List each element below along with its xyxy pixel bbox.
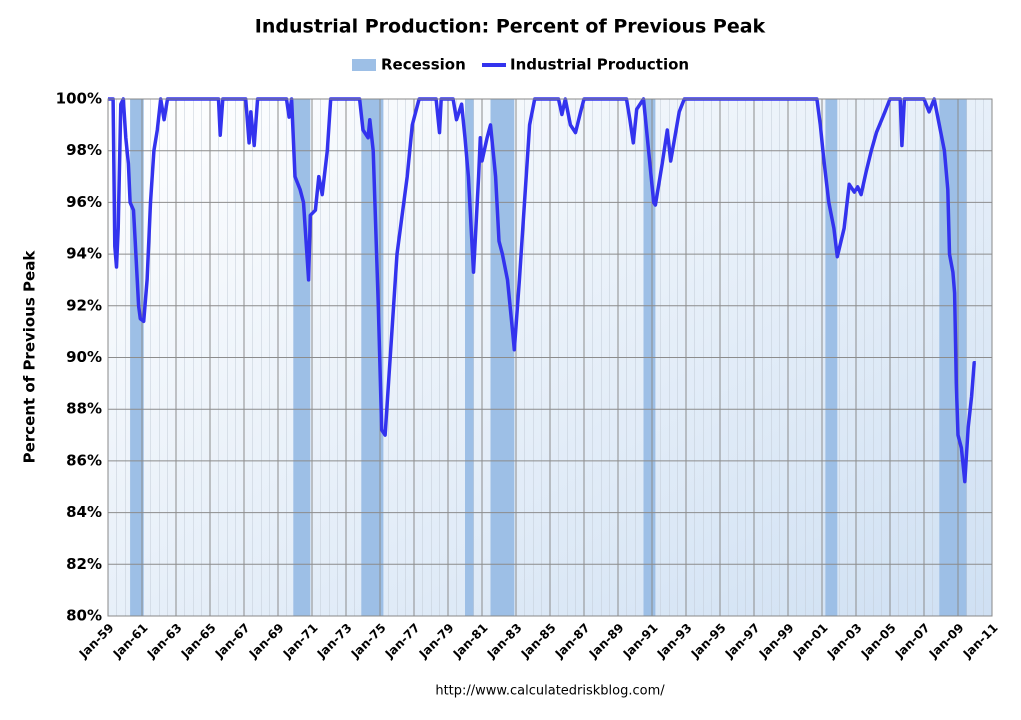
y-tick-label: 92% bbox=[66, 296, 102, 314]
x-tick-label: Jan-81 bbox=[450, 621, 491, 662]
y-tick-label: 86% bbox=[66, 451, 102, 469]
legend-label: Recession bbox=[381, 56, 466, 74]
x-tick-label: Jan-97 bbox=[722, 621, 763, 662]
x-tick-label: Jan-95 bbox=[688, 621, 729, 662]
x-tick-label: Jan-87 bbox=[552, 621, 593, 662]
x-tick-label: Jan-03 bbox=[824, 621, 865, 662]
y-tick-label: 88% bbox=[66, 400, 102, 418]
x-tick-label: Jan-79 bbox=[416, 621, 457, 662]
x-tick-label: Jan-71 bbox=[280, 621, 321, 662]
y-tick-label: 90% bbox=[66, 348, 102, 366]
x-tick-label: Jan-67 bbox=[212, 621, 253, 662]
chart-title: Industrial Production: Percent of Previo… bbox=[255, 16, 766, 38]
x-tick-label: Jan-89 bbox=[586, 621, 627, 662]
x-tick-label: Jan-05 bbox=[858, 621, 899, 662]
source: http://www.calculatedriskblog.com/ bbox=[435, 684, 665, 699]
legend-swatch bbox=[352, 59, 376, 71]
x-tick-label: Jan-77 bbox=[382, 621, 423, 662]
x-tick-label: Jan-61 bbox=[110, 621, 151, 662]
x-tick-label: Jan-85 bbox=[518, 621, 559, 662]
x-tick-label: Jan-75 bbox=[348, 621, 389, 662]
y-tick-label: 82% bbox=[66, 555, 102, 573]
x-tick-label: Jan-83 bbox=[484, 621, 525, 662]
y-axis-title: Percent of Previous Peak bbox=[21, 250, 39, 464]
y-tick-label: 94% bbox=[66, 245, 102, 263]
x-tick-label: Jan-09 bbox=[926, 621, 967, 662]
x-tick-label: Jan-69 bbox=[246, 621, 287, 662]
x-tick-label: Jan-99 bbox=[756, 621, 797, 662]
plot-border bbox=[107, 98, 993, 617]
x-tick-label: Jan-73 bbox=[314, 621, 355, 662]
y-tick-label: 96% bbox=[66, 193, 102, 211]
x-tick-label: Jan-59 bbox=[76, 621, 117, 662]
legend-label: Industrial Production bbox=[510, 56, 689, 74]
y-tick-label: 98% bbox=[66, 141, 102, 159]
x-tick-label: Jan-91 bbox=[620, 621, 661, 662]
y-tick-label: 80% bbox=[66, 607, 102, 625]
x-tick-label: Jan-93 bbox=[654, 621, 695, 662]
x-tick-label: Jan-07 bbox=[892, 621, 933, 662]
x-tick-label: Jan-63 bbox=[144, 621, 185, 662]
y-tick-label: 84% bbox=[66, 503, 102, 521]
y-tick-label: 100% bbox=[56, 90, 102, 108]
x-tick-label: Jan-11 bbox=[960, 621, 1001, 662]
line bbox=[108, 97, 976, 484]
x-tick-label: Jan-01 bbox=[790, 621, 831, 662]
x-tick-label: Jan-65 bbox=[178, 621, 219, 662]
